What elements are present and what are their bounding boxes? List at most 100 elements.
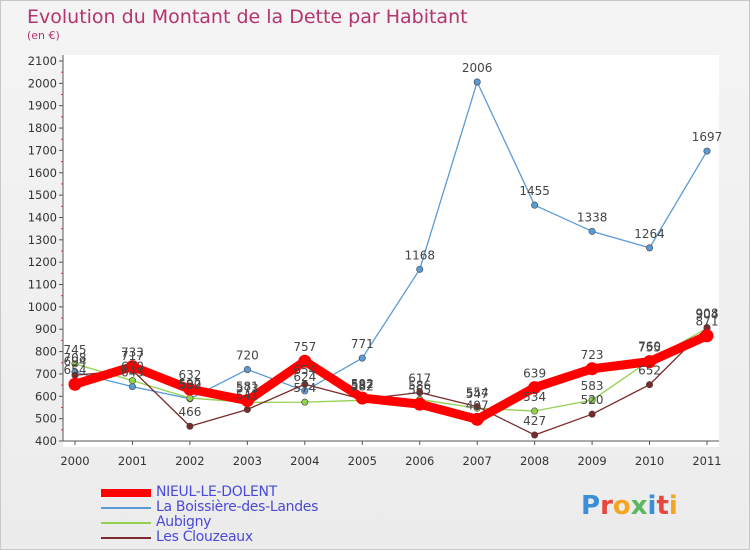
data-label: 617	[408, 371, 431, 385]
data-label: 760	[638, 340, 661, 354]
data-label: 497	[466, 398, 489, 412]
y-tick-label: 1300	[28, 233, 57, 247]
data-point	[646, 381, 654, 389]
legend-swatch	[101, 507, 151, 509]
data-label: 541	[236, 388, 259, 402]
data-label: 639	[523, 367, 546, 381]
logo-letter: o	[612, 491, 631, 521]
logo-letter: t	[656, 491, 669, 521]
x-tick-label: 2006	[405, 454, 434, 468]
y-tick-label: 600	[35, 389, 57, 403]
x-tick-label: 2011	[692, 454, 721, 468]
data-label: 755	[638, 341, 661, 355]
data-point	[186, 422, 194, 430]
data-point	[585, 362, 599, 376]
data-label: 565	[408, 383, 431, 397]
data-label: 466	[178, 405, 201, 419]
data-label: 574	[293, 381, 316, 395]
data-label: 670	[121, 360, 144, 374]
data-label: 654	[293, 363, 316, 377]
data-point	[588, 396, 596, 404]
legend-swatch	[101, 522, 151, 524]
y-tick-label: 1100	[28, 278, 57, 292]
x-tick-label: 2007	[463, 454, 492, 468]
data-label: 908	[696, 306, 719, 320]
data-point	[703, 147, 711, 155]
data-label: 871	[696, 315, 719, 329]
x-tick-label: 2004	[290, 454, 319, 468]
data-point	[68, 377, 82, 391]
data-point	[301, 398, 309, 406]
data-label: 586	[408, 378, 431, 392]
x-tick-label: 2003	[233, 454, 262, 468]
data-label: 624	[293, 370, 316, 384]
y-tick-label: 800	[35, 345, 57, 359]
data-point	[125, 360, 139, 374]
data-label: 520	[581, 393, 604, 407]
data-point	[528, 381, 542, 395]
data-label: 745	[64, 343, 87, 357]
data-label: 771	[351, 337, 374, 351]
y-tick-label: 1700	[28, 143, 57, 157]
data-label: 554	[466, 386, 489, 400]
data-point	[473, 403, 481, 411]
data-label: 547	[466, 387, 489, 401]
data-label: 694	[64, 354, 87, 368]
data-point	[243, 405, 251, 413]
data-point	[646, 244, 654, 252]
data-label: 582	[351, 379, 374, 393]
data-point	[186, 394, 194, 402]
data-point	[243, 365, 251, 373]
data-point	[413, 397, 427, 411]
data-label: 632	[178, 368, 201, 382]
data-label: 1455	[519, 184, 550, 198]
data-point	[128, 377, 136, 385]
x-tick-label: 2005	[348, 454, 377, 468]
legend-label: La Boissière-des-Landes	[156, 499, 319, 515]
data-point	[531, 201, 539, 209]
data-label: 573	[236, 381, 259, 395]
data-point	[183, 382, 197, 396]
data-label: 534	[523, 390, 546, 404]
data-label: 1338	[577, 210, 608, 224]
logo-letter: x	[630, 491, 648, 521]
logo-letter: r	[600, 491, 613, 521]
legend-entry: Les Clouzeaux	[101, 529, 401, 545]
legend-swatch	[101, 489, 151, 497]
data-label: 654	[64, 363, 87, 377]
data-label: 723	[581, 348, 604, 362]
chart-title: Evolution du Montant de la Dette par Hab…	[27, 6, 468, 28]
series-line-0	[70, 331, 712, 424]
data-point	[531, 407, 539, 415]
data-label: 717	[121, 349, 144, 363]
data-label: 904	[696, 307, 719, 321]
y-tick-label: 1800	[28, 121, 57, 135]
y-tick-label: 1400	[28, 210, 57, 224]
data-point	[416, 388, 424, 396]
data-label: 581	[236, 380, 259, 394]
data-point	[470, 412, 484, 426]
line-chart: 400 500 600 700 800 900 1000 1100 1200 1300 1400 15…	[28, 54, 723, 468]
logo-letter: i	[647, 491, 657, 521]
chart-subtitle: (en €)	[27, 29, 60, 42]
x-tick-label: 2010	[635, 454, 664, 468]
x-tick-label: 2009	[577, 454, 606, 468]
proxiti-logo: Proxiti	[581, 491, 678, 521]
x-tick-label: 2008	[520, 454, 549, 468]
data-point	[473, 78, 481, 86]
y-tick-label: 700	[35, 367, 57, 381]
y-tick-label: 900	[35, 322, 57, 336]
y-tick-label: 2100	[28, 54, 57, 68]
data-label: 708	[64, 351, 87, 365]
chart-legend: NIEUL-LE-DOLENT La Boissière-des-Landes Au…	[101, 484, 401, 545]
legend-swatch	[101, 537, 151, 539]
legend-entry: La Boissière-des-Landes	[101, 499, 401, 515]
legend-entry: Aubigny	[101, 514, 401, 530]
data-label: 643	[121, 366, 144, 380]
x-tick-label: 2001	[118, 454, 147, 468]
data-point	[416, 265, 424, 273]
data-label: 757	[293, 340, 316, 354]
y-tick-label: 1600	[28, 166, 57, 180]
data-point	[240, 394, 254, 408]
